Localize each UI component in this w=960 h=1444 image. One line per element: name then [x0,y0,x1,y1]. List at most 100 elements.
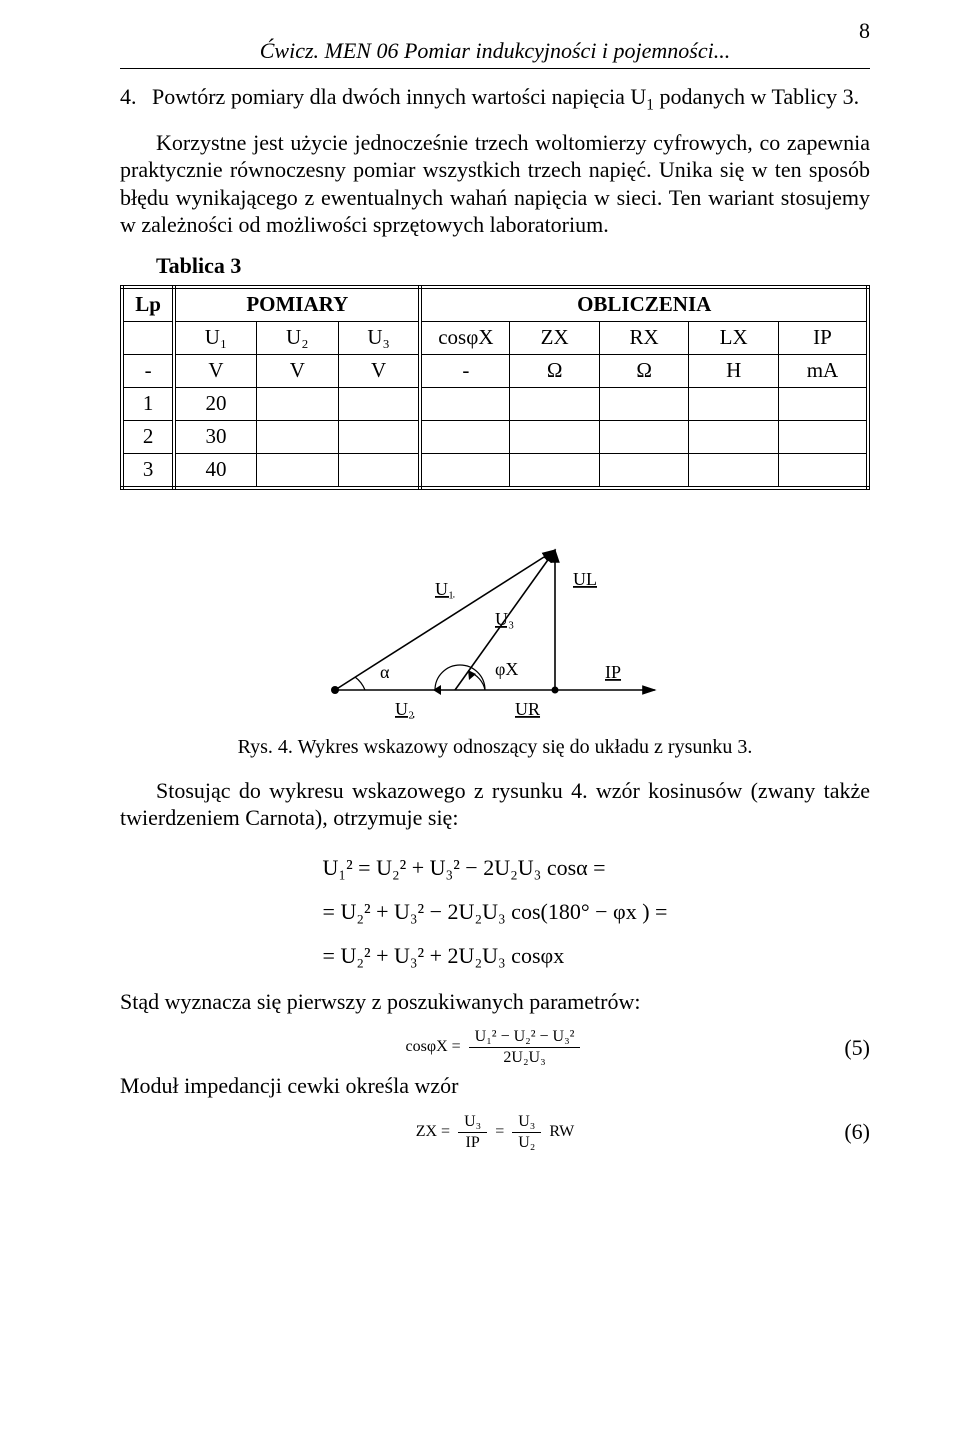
cell [420,387,510,420]
equation-block-cos: U₁² = U₂² + U₃² − 2U₂U₃ cosα = = U₂² + U… [120,846,870,978]
fraction: U₃ IP [458,1114,487,1151]
eq-lhs: ZX = [416,1123,450,1140]
list-item-4: 4. Powtórz pomiary dla dwóch innych wart… [120,83,870,115]
cell [599,420,689,453]
th-pomiary: POMIARY [174,287,420,322]
svg-text:φX: φX [495,659,518,679]
eq-line: = U₂² + U₃² − 2U₂U₃ cos(180° − φx ) = [323,890,668,934]
cell: V [256,354,338,387]
svg-text:UR: UR [515,699,540,719]
cell [338,387,420,420]
cell: Ω [510,354,600,387]
eq-line: = U₂² + U₃² + 2U₂U₃ cosφx [323,934,668,978]
cell: Ω [599,354,689,387]
cell [122,321,174,354]
denominator: 2U₂U₃ [469,1048,581,1066]
phasor-diagram: U₁ U₃ UL α φX IP U₂ UR [285,530,705,730]
cell: U₂ [256,321,338,354]
fraction: U₃ U₂ [512,1114,541,1151]
cell [689,453,779,488]
numerator: U₁² − U₂² − U₃² [469,1029,581,1048]
th-lp: Lp [122,287,174,322]
cell [256,453,338,488]
cell: U₁ [174,321,256,354]
cell [256,420,338,453]
table-row: Lp POMIARY OBLICZENIA [122,287,868,322]
numerator: U₃ [458,1114,487,1133]
cell [778,387,868,420]
page-number: 8 [859,18,870,44]
cell [689,420,779,453]
table-row: 3 40 [122,453,868,488]
cell: RX [599,321,689,354]
cell: mA [778,354,868,387]
cell [338,453,420,488]
table-name: Tablica 3 [156,253,870,279]
cell: cosφX [420,321,510,354]
equation-number: (5) [844,1035,870,1061]
cell [599,453,689,488]
cell [256,387,338,420]
cell: U₃ [338,321,420,354]
cell: V [338,354,420,387]
cell: 30 [174,420,256,453]
cell: 1 [122,387,174,420]
cell: IP [778,321,868,354]
cell: LX [689,321,779,354]
paragraph-cos: Stosując do wykresu wskazowego z rysunku… [120,777,870,832]
cell [420,453,510,488]
figure-caption: Rys. 4. Wykres wskazowy odnoszący się do… [120,736,870,759]
cell [510,453,600,488]
denominator: U₂ [512,1133,541,1151]
fraction: U₁² − U₂² − U₃² 2U₂U₃ [469,1029,581,1066]
eq-tail: RW [549,1123,574,1140]
cell: 40 [174,453,256,488]
eq-lhs: cosφX = [406,1038,461,1055]
paragraph-mod: Moduł impedancji cewki określa wzór [120,1072,870,1100]
text-frag: Powtórz pomiary dla dwóch innych wartośc… [152,84,646,109]
data-table: Lp POMIARY OBLICZENIA U₁ U₂ U₃ cosφX ZX … [120,285,870,490]
page: 8 Ćwicz. MEN 06 Pomiar indukcyjności i p… [0,0,960,1444]
cell [689,387,779,420]
table-row: U₁ U₂ U₃ cosφX ZX RX LX IP [122,321,868,354]
cell [510,420,600,453]
cell: ZX [510,321,600,354]
cell [338,420,420,453]
eq-line: U₁² = U₂² + U₃² − 2U₂U₃ cosα = [323,846,668,890]
cell [420,420,510,453]
equation-5: cosφX = U₁² − U₂² − U₃² 2U₂U₃ (5) [120,1029,870,1066]
cell: 20 [174,387,256,420]
subscript: 1 [646,96,654,113]
cell [510,387,600,420]
numerator: U₃ [512,1114,541,1133]
cell: 3 [122,453,174,488]
cell: - [420,354,510,387]
list-item-number: 4. [120,83,152,115]
paragraph-stad: Stąd wyznacza się pierwszy z poszukiwany… [120,988,870,1016]
list-item-text: Powtórz pomiary dla dwóch innych wartośc… [152,83,859,115]
cell: - [122,354,174,387]
svg-text:UL: UL [573,569,597,589]
svg-text:U₁: U₁ [435,579,454,599]
svg-text:U₂: U₂ [395,699,414,719]
eq-mid: = [495,1123,504,1140]
th-obliczenia: OBLICZENIA [420,287,868,322]
svg-text:U₃: U₃ [495,609,514,629]
cell [778,420,868,453]
cell: V [174,354,256,387]
cell [599,387,689,420]
equation-6: ZX = U₃ IP = U₃ U₂ RW (6) [120,1114,870,1151]
text-frag: podanych w Tablicy 3. [654,84,859,109]
svg-text:α: α [380,662,390,682]
cell: 2 [122,420,174,453]
figure-wrap: U₁ U₃ UL α φX IP U₂ UR [120,530,870,730]
table-row: 1 20 [122,387,868,420]
svg-text:IP: IP [605,662,621,682]
denominator: IP [458,1133,487,1151]
header-rule [120,68,870,69]
cell [778,453,868,488]
paragraph-main: Korzystne jest użycie jednocześnie trzec… [120,129,870,239]
equation-number: (6) [844,1119,870,1145]
table-row: 2 30 [122,420,868,453]
running-header: Ćwicz. MEN 06 Pomiar indukcyjności i poj… [120,38,870,64]
